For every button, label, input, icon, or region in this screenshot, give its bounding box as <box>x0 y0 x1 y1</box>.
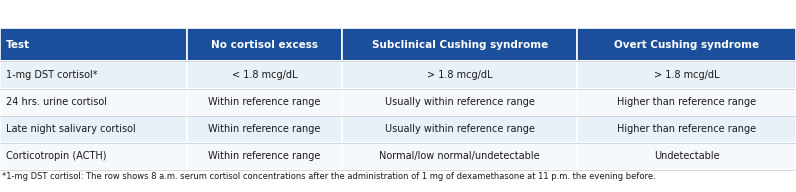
Text: Late night salivary cortisol: Late night salivary cortisol <box>6 124 136 134</box>
Bar <box>577 116 796 143</box>
Bar <box>0 116 187 143</box>
Bar <box>0 28 187 61</box>
Text: Subclinical Cushing syndrome: Subclinical Cushing syndrome <box>372 40 548 50</box>
Text: Overt Cushing syndrome: Overt Cushing syndrome <box>614 40 759 50</box>
Text: > 1.8 mcg/dL: > 1.8 mcg/dL <box>654 70 720 80</box>
Text: Higher than reference range: Higher than reference range <box>617 124 756 134</box>
Text: Within reference range: Within reference range <box>209 124 321 134</box>
Text: Usually within reference range: Usually within reference range <box>384 97 535 107</box>
Bar <box>342 89 577 116</box>
Bar <box>577 61 796 89</box>
Bar <box>187 116 342 143</box>
Text: Higher than reference range: Higher than reference range <box>617 97 756 107</box>
Bar <box>187 89 342 116</box>
Bar <box>187 28 342 61</box>
Bar <box>342 116 577 143</box>
Text: 1-mg DST cortisol*: 1-mg DST cortisol* <box>6 70 98 80</box>
Text: No cortisol excess: No cortisol excess <box>211 40 318 50</box>
Bar <box>577 143 796 170</box>
Text: 24 hrs. urine cortisol: 24 hrs. urine cortisol <box>6 97 107 107</box>
Text: Within reference range: Within reference range <box>209 151 321 161</box>
Text: *1-mg DST cortisol: The row shows 8 a.m. serum cortisol concentrations after the: *1-mg DST cortisol: The row shows 8 a.m.… <box>2 172 656 181</box>
Text: > 1.8 mcg/dL: > 1.8 mcg/dL <box>427 70 493 80</box>
Bar <box>187 143 342 170</box>
Bar <box>0 89 187 116</box>
Text: Within reference range: Within reference range <box>209 97 321 107</box>
Bar <box>342 61 577 89</box>
Bar <box>577 89 796 116</box>
Text: Usually within reference range: Usually within reference range <box>384 124 535 134</box>
Bar <box>342 28 577 61</box>
Text: Test: Test <box>6 40 30 50</box>
Text: Corticotropin (ACTH): Corticotropin (ACTH) <box>6 151 107 161</box>
Bar <box>577 28 796 61</box>
Text: < 1.8 mcg/dL: < 1.8 mcg/dL <box>232 70 298 80</box>
Bar <box>187 61 342 89</box>
Text: Undetectable: Undetectable <box>654 151 720 161</box>
Bar <box>0 143 187 170</box>
Text: Normal/low normal/undetectable: Normal/low normal/undetectable <box>380 151 540 161</box>
Bar <box>342 143 577 170</box>
Bar <box>0 61 187 89</box>
